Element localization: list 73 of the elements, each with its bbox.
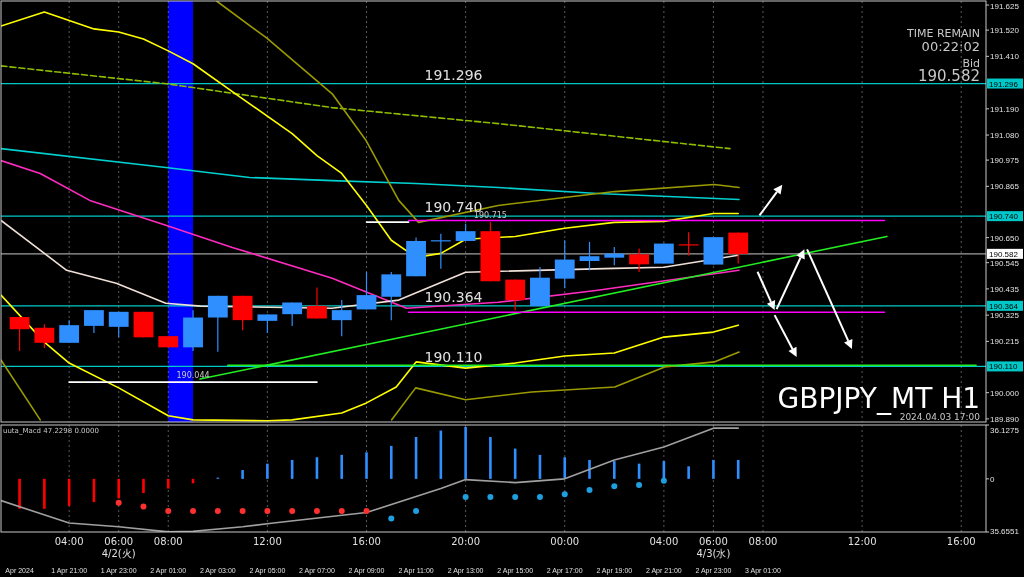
x-tick-label: 16:00 <box>352 536 381 547</box>
annotation: TIME REMAIN <box>906 27 980 40</box>
point <box>190 507 197 514</box>
y-tick-label: 35.6551 <box>990 527 1020 536</box>
ref-line-label: 190.582 <box>989 249 1019 259</box>
y-tick-label: 191.190 <box>990 104 1020 114</box>
y-tick-label: 36.1275 <box>990 426 1020 435</box>
text: 190.110 <box>989 362 1018 372</box>
y-tick-label: 190.435 <box>990 284 1020 294</box>
point <box>636 482 643 489</box>
point <box>338 507 345 514</box>
x-tick-label: 00:00 <box>550 536 580 547</box>
x-tick-label: 04:00 <box>649 536 679 547</box>
point <box>561 491 568 498</box>
y-tick-label: 190.975 <box>990 156 1020 166</box>
point <box>536 494 543 501</box>
point <box>363 507 370 514</box>
point <box>512 494 519 501</box>
point <box>413 507 420 514</box>
y-tick-label: 0 <box>990 474 995 484</box>
point <box>214 507 221 514</box>
y-tick-label: 191.410 <box>990 52 1020 62</box>
x-tick-label: 06:00 4/3(水) <box>696 536 731 559</box>
point <box>165 507 172 514</box>
text: 191.296 <box>989 79 1018 89</box>
point <box>660 477 667 484</box>
x-tick-label: 08:00 <box>748 536 778 547</box>
point <box>289 507 296 514</box>
line-series <box>1 159 740 310</box>
point <box>487 494 494 501</box>
y-tick-label: 190.000 <box>990 388 1020 398</box>
y-tick-label: 190.215 <box>990 337 1020 347</box>
line-series <box>1 11 739 259</box>
point <box>611 483 618 490</box>
point <box>462 494 469 501</box>
text: 190.740 <box>989 212 1018 222</box>
annotation: 190.715 <box>473 211 507 221</box>
point <box>388 515 395 522</box>
annotation: 190.044 <box>176 371 210 381</box>
y-tick-label: 190.650 <box>990 233 1020 243</box>
line-series <box>390 351 740 421</box>
y-tick-label: 191.080 <box>990 131 1020 141</box>
point <box>586 487 593 494</box>
annotation: Bid <box>962 57 980 70</box>
x-tick-label: 12:00 <box>847 536 877 547</box>
point <box>239 507 246 514</box>
y-tick-label: 191.520 <box>990 26 1020 36</box>
text: 190.364 <box>989 301 1018 311</box>
line-series <box>1 294 739 422</box>
point <box>313 507 320 514</box>
annotation: 190.582 <box>917 67 980 85</box>
y-tick-label: 190.325 <box>990 311 1020 321</box>
y-tick-label: 190.545 <box>990 258 1020 268</box>
x-tick-label: 20:00 <box>451 536 481 547</box>
ref-line-label: 190.364 <box>424 288 483 305</box>
x-tick-label: 04:00 <box>54 536 84 547</box>
y-tick-label: 190.865 <box>990 182 1020 192</box>
point <box>115 499 122 506</box>
x-tick-label: 06:00 4/2(火) <box>101 536 136 559</box>
point <box>140 503 147 510</box>
ref-line-label: 191.296 <box>424 66 483 83</box>
x-tick-label: 16:00 <box>946 536 976 547</box>
x-tick-label: 08:00 <box>153 536 183 547</box>
y-tick-label: 189.890 <box>990 414 1020 424</box>
line-series <box>1 65 731 150</box>
ref-line-label: 190.110 <box>424 349 483 366</box>
y-tick-label: 191.625 <box>990 2 1020 11</box>
point <box>264 507 271 514</box>
text: 2024.04.03 17:00 <box>899 412 981 422</box>
line-series <box>1 147 740 201</box>
x-tick-label: 12:00 <box>252 536 282 547</box>
line-series <box>215 1 740 224</box>
annotation: 00:22:02 <box>921 39 980 54</box>
